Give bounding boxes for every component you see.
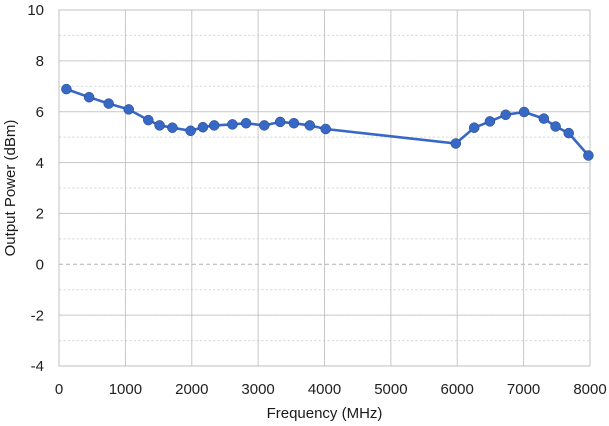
svg-text:6: 6 [36, 104, 44, 121]
svg-text:6000: 6000 [441, 381, 474, 398]
svg-text:5000: 5000 [374, 381, 407, 398]
svg-text:2000: 2000 [175, 381, 208, 398]
svg-text:Output Power (dBm): Output Power (dBm) [2, 120, 19, 257]
svg-text:4: 4 [36, 155, 44, 172]
svg-text:4000: 4000 [308, 381, 341, 398]
svg-text:8000: 8000 [573, 381, 606, 398]
svg-text:0: 0 [55, 381, 63, 398]
svg-text:Frequency (MHz): Frequency (MHz) [267, 405, 383, 422]
svg-text:10: 10 [27, 2, 44, 19]
svg-text:1000: 1000 [109, 381, 142, 398]
svg-text:3000: 3000 [241, 381, 274, 398]
svg-text:8: 8 [36, 53, 44, 70]
svg-text:-4: -4 [31, 358, 44, 375]
svg-text:0: 0 [36, 257, 44, 274]
svg-text:7000: 7000 [507, 381, 540, 398]
svg-text:-2: -2 [31, 307, 44, 324]
svg-text:2: 2 [36, 206, 44, 223]
